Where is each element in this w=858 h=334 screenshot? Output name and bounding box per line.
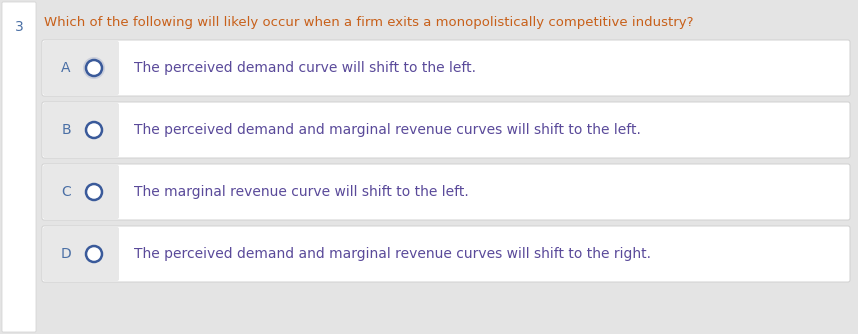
Circle shape [86,184,102,200]
Circle shape [86,246,102,262]
Text: B: B [61,123,71,137]
Circle shape [83,57,105,79]
Text: 3: 3 [15,20,23,34]
FancyBboxPatch shape [43,165,119,219]
FancyBboxPatch shape [43,103,119,157]
Text: D: D [61,247,71,261]
Text: Which of the following will likely occur when a firm exits a monopolistically co: Which of the following will likely occur… [44,16,693,29]
FancyBboxPatch shape [42,40,850,96]
FancyBboxPatch shape [42,102,850,158]
Text: A: A [61,61,70,75]
Text: The perceived demand curve will shift to the left.: The perceived demand curve will shift to… [134,61,476,75]
Text: The marginal revenue curve will shift to the left.: The marginal revenue curve will shift to… [134,185,468,199]
Circle shape [86,122,102,138]
FancyBboxPatch shape [43,227,119,281]
FancyBboxPatch shape [42,164,850,220]
FancyBboxPatch shape [43,41,119,95]
Text: The perceived demand and marginal revenue curves will shift to the right.: The perceived demand and marginal revenu… [134,247,651,261]
FancyBboxPatch shape [42,226,850,282]
Text: The perceived demand and marginal revenue curves will shift to the left.: The perceived demand and marginal revenu… [134,123,641,137]
Text: C: C [61,185,71,199]
FancyBboxPatch shape [2,2,36,332]
Circle shape [86,60,102,76]
